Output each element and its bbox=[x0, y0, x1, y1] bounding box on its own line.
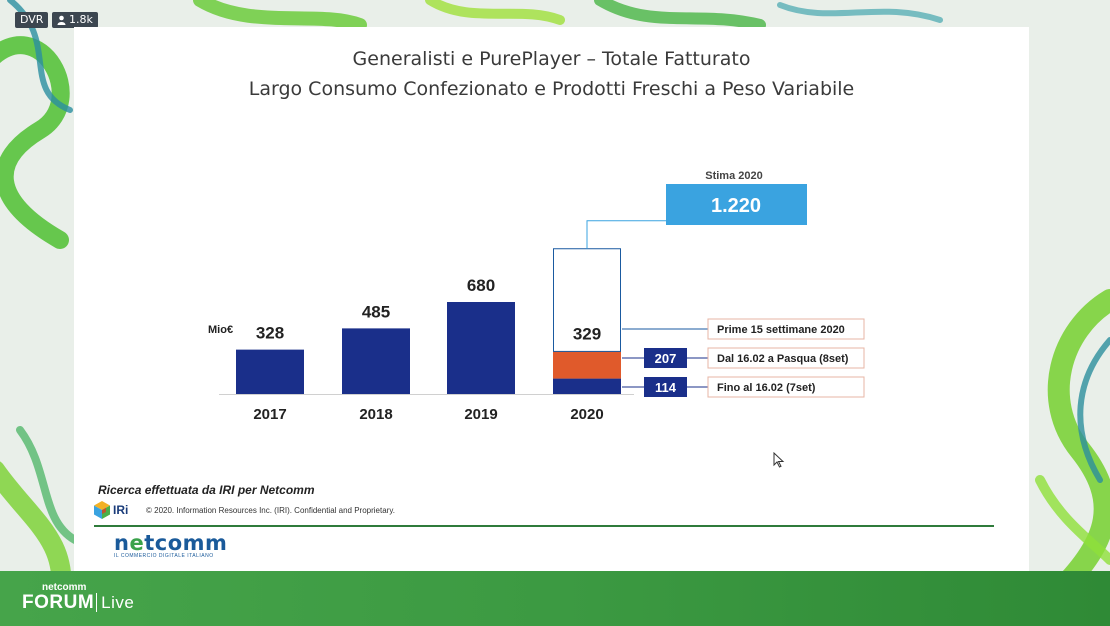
bar-value-label-2018: 485 bbox=[362, 302, 390, 321]
netcomm-wordmark: netcomm bbox=[114, 531, 228, 555]
iri-logo-text: IRi bbox=[113, 503, 129, 517]
x-tick-label-2019: 2019 bbox=[464, 406, 497, 423]
dvr-badge[interactable]: DVR bbox=[15, 12, 49, 28]
bar-2020-segment-until-1602 bbox=[553, 378, 621, 394]
research-source: Ricerca effettuata da IRI per Netcomm bbox=[98, 483, 315, 497]
forum-brand-big: FORUM Live bbox=[22, 592, 135, 613]
unit-label: Mio€ bbox=[208, 324, 233, 336]
bar-2019 bbox=[447, 302, 515, 394]
x-tick-label-2017: 2017 bbox=[253, 406, 286, 423]
slide-title: Generalisti e PurePlayer – Totale Fattur… bbox=[352, 48, 751, 70]
iri-logo: IRi bbox=[93, 500, 131, 520]
netcomm-logo: netcomm IL COMMERCIO DIGITALE ITALIANO bbox=[114, 531, 227, 559]
callout-label-box-first-15-weeks bbox=[707, 318, 865, 340]
stream-top-bar: DVR 1.8k bbox=[0, 0, 1110, 30]
presentation-slide: Generalisti e PurePlayer – Totale Fattur… bbox=[74, 27, 1029, 571]
estimate-box bbox=[666, 184, 807, 225]
person-icon bbox=[57, 15, 66, 25]
callout-label-to-easter: Dal 16.02 a Pasqua (8set) bbox=[717, 353, 849, 365]
bar-2020-estimate-outline bbox=[553, 248, 621, 352]
callout-value-to-easter: 207 bbox=[655, 351, 677, 366]
netcomm-forum-live-logo: netcomm FORUM Live bbox=[22, 582, 135, 613]
bar-value-label-2017: 328 bbox=[256, 324, 284, 343]
callout-value-box-until-1602 bbox=[644, 377, 687, 397]
callout-value-box-to-easter bbox=[644, 348, 687, 368]
forum-brand-live: Live bbox=[96, 593, 135, 612]
estimate-title: Stima 2020 bbox=[705, 170, 762, 182]
callout-label-box-until-1602 bbox=[707, 376, 865, 398]
callout-value-until-1602: 114 bbox=[655, 380, 677, 395]
bar-value-label-2020: 329 bbox=[573, 324, 601, 343]
copyright-notice: © 2020. Information Resources Inc. (IRI)… bbox=[146, 506, 395, 515]
mouse-cursor-icon bbox=[773, 452, 785, 468]
iri-cube-icon bbox=[94, 501, 110, 519]
revenue-bar-chart: Mio€ 328 2017 485 2018 680 2019 329 2020 Stima 20… bbox=[208, 170, 865, 423]
estimate-connector bbox=[586, 220, 666, 249]
bar-2020-segment-to-easter bbox=[553, 351, 621, 379]
viewer-count-badge: 1.8k bbox=[52, 12, 98, 28]
callout-label-box-to-easter bbox=[707, 347, 865, 369]
x-tick-label-2020: 2020 bbox=[570, 406, 603, 423]
callout-label-until-1602: Fino al 16.02 (7set) bbox=[717, 382, 816, 394]
forum-brand-small: netcomm bbox=[42, 582, 87, 593]
estimate-value: 1.220 bbox=[711, 195, 761, 217]
callout-label-first-15-weeks: Prime 15 settimane 2020 bbox=[717, 324, 845, 336]
bar-2017 bbox=[236, 349, 304, 394]
bar-2018 bbox=[342, 328, 410, 394]
netcomm-tagline: IL COMMERCIO DIGITALE ITALIANO bbox=[114, 553, 214, 559]
x-tick-label-2018: 2018 bbox=[359, 406, 392, 423]
forum-footer-bar: netcomm FORUM Live bbox=[0, 571, 1110, 626]
viewer-count: 1.8k bbox=[69, 13, 93, 26]
slide-subtitle: Largo Consumo Confezionato e Prodotti Fr… bbox=[248, 78, 855, 100]
divider bbox=[94, 525, 994, 527]
bar-value-label-2019: 680 bbox=[467, 276, 495, 295]
